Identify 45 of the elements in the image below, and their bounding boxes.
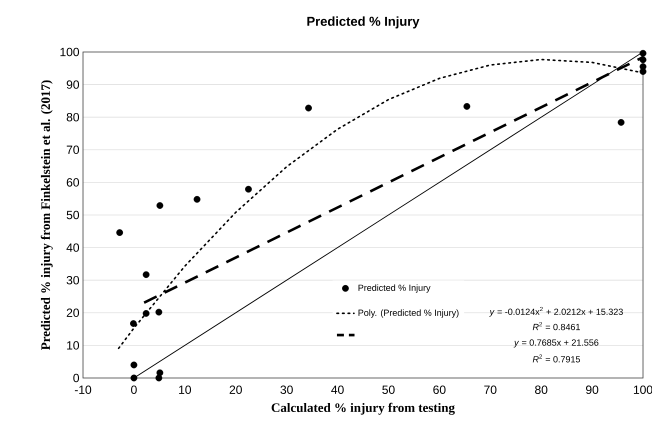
y-tick-label: 20 [66,308,80,318]
point [116,229,124,236]
point [194,196,200,203]
y-tick-label: 40 [66,243,80,252]
point [245,186,252,193]
legend-label: Poly. (Predicted % Injury) [358,309,459,318]
annotation: y = 0.7685x + 21.556 [514,339,598,348]
x-tick-label: 90 [586,386,598,394]
y-tick-label: 90 [66,80,80,89]
point [463,103,470,110]
x-tick-label: 80 [535,386,548,394]
chart-title: Predicted % Injury [307,16,420,28]
x-tick-label: 10 [179,386,192,394]
point [305,104,312,112]
point [130,320,137,327]
y-tick-label: 80 [66,112,80,122]
x-tick-label: 0 [131,386,137,394]
y-axis-title: Predicted % injury from Finkelstein et al. (2017) [40,80,53,350]
x-axis-title: Calculated % injury from testing [272,402,455,415]
x-tick-label: 50 [382,386,395,394]
y-tick-label: 100 [60,48,80,56]
point [156,202,164,209]
y-tick-label: 10 [67,341,80,350]
x-tick-label: 20 [230,386,242,394]
point [155,374,162,382]
legend-label: Predicted % Injury [358,284,431,293]
annotation: R$^{2}$ = 0.8461 [532,322,580,330]
point [130,374,138,382]
x-tick-label: 40 [331,386,344,394]
annotation: y = -0.0124x$^{2}$ + 2.0212x + 15.323 [489,306,623,317]
point [155,308,162,316]
x-tick-label: 60 [433,386,446,394]
point [618,119,625,126]
x-tick-label: 30 [280,386,293,394]
point [142,310,150,317]
point [142,271,150,278]
y-tick-label: 0 [73,374,80,382]
y-tick-label: 30 [66,276,80,284]
y-tick-label: 70 [66,146,80,154]
point [130,362,138,368]
y-tick-label: 50 [66,210,80,220]
annotation: R$^{2}$ = 0.7915 [532,354,580,362]
x-tick-label: -10 [74,386,92,394]
x-tick-label: 70 [484,386,496,394]
y-tick-label: 60 [66,178,80,187]
